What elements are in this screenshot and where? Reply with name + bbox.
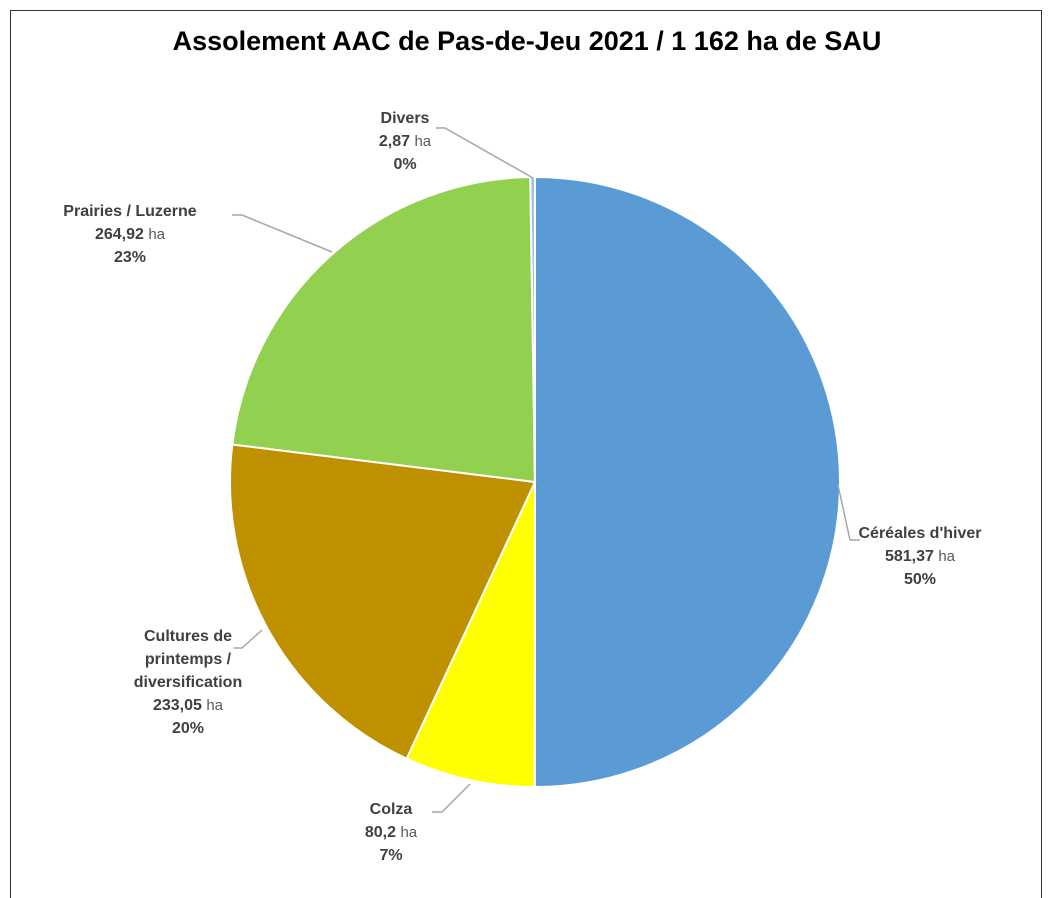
pie-slice [533,175,841,789]
data-label: Céréales d'hiver 581,37 ha 50% [840,522,1000,591]
category-label: Prairies / Luzerne [63,203,197,220]
unit-text: ha [148,226,166,243]
category-label: Divers [380,110,430,127]
category-label: Colza [369,801,413,818]
data-label: Prairies / Luzerne 264,92 ha 23% [30,200,230,269]
percentage-label: 0% [393,156,417,173]
percentage-label: 50% [903,571,937,588]
leader-line [234,629,263,649]
chart-frame [10,10,1042,898]
unit-text: ha [414,133,432,150]
value-label: 264,92 ha [30,223,230,246]
value-label: 2,87 ha [345,130,465,153]
pie-slice [229,443,537,761]
percentage-label: 20% [171,720,205,737]
unit-text: ha [400,824,418,841]
unit-text: ha [206,697,224,714]
category-label: Céréales d'hiver [858,525,982,542]
value-label: 80,2 ha [330,821,452,844]
value-text: 581,37 [884,548,934,565]
data-label: Cultures de printemps / diversification 2… [110,625,266,740]
category-label: Cultures de printemps / diversification [133,628,243,691]
value-text: 80,2 [364,824,396,841]
unit-text: ha [938,548,956,565]
value-text: 264,92 [94,226,144,243]
value-text: 233,05 [152,697,202,714]
value-label: 233,05 ha [110,694,266,717]
chart-title: Assolement AAC de Pas-de-Jeu 2021 / 1 16… [172,26,882,56]
value-label: 581,37 ha [840,545,1000,568]
data-label: Colza 80,2 ha 7% [330,798,452,867]
value-text: 2,87 [378,133,410,150]
leader-line [837,484,860,541]
data-label: Divers 2,87 ha 0% [345,107,465,176]
pie-slice [231,176,537,484]
leader-line [436,127,534,179]
leader-line [432,783,471,813]
leader-line [232,214,333,253]
percentage-label: 7% [379,847,403,864]
pie-slice [405,481,536,789]
percentage-label: 23% [113,249,147,266]
